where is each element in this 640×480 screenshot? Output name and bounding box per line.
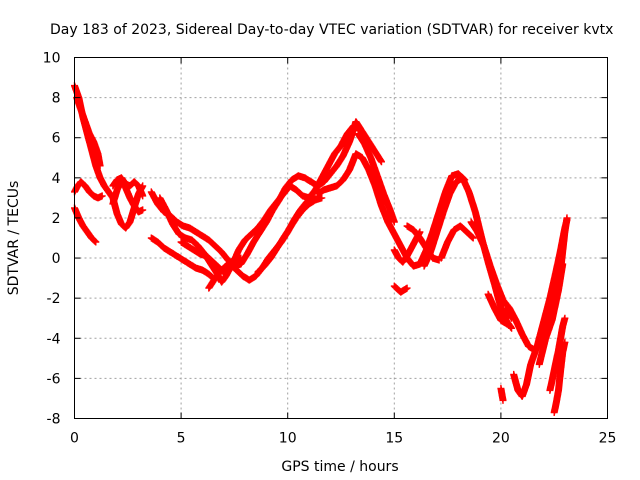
data-point-track	[354, 130, 398, 226]
y-tick-label: -8	[47, 412, 61, 428]
y-tick-label: 4	[52, 171, 61, 187]
data-point-track	[503, 304, 516, 322]
series-sat-z	[535, 260, 567, 368]
data-point-track	[71, 204, 100, 246]
series-sat-t	[437, 222, 477, 262]
data-point-track	[510, 216, 571, 400]
series-sat-i	[147, 234, 217, 282]
series-sat-o	[354, 130, 398, 226]
data-point-track	[390, 282, 411, 296]
data-point-track	[147, 234, 217, 282]
series-sat-d	[71, 204, 100, 246]
data-point-track	[73, 94, 104, 170]
y-tick-label: 10	[43, 51, 61, 67]
x-axis-title: GPS time / hours	[281, 459, 398, 475]
data-points	[71, 82, 571, 416]
y-tick-label: 8	[52, 91, 61, 107]
data-point-track	[535, 260, 567, 368]
y-tick-label: 6	[52, 131, 61, 147]
data-point-track	[314, 150, 469, 270]
data-point-track	[109, 174, 147, 200]
data-point-track	[484, 290, 511, 328]
chart-title: Day 183 of 2023, Sidereal Day-to-day VTE…	[50, 22, 613, 38]
series-sat-ab	[550, 338, 569, 416]
data-point-track	[254, 194, 326, 276]
y-tick-label: 0	[52, 251, 61, 267]
data-point-track	[177, 238, 228, 276]
y-axis-title: SDTVAR / TECUs	[6, 181, 22, 296]
series-sat-f	[109, 174, 147, 200]
series-sat-aa	[546, 314, 569, 394]
x-tick-label: 15	[385, 431, 403, 447]
plot-frame	[74, 57, 608, 419]
x-tick-label: 20	[492, 431, 510, 447]
y-tick-label: -6	[47, 371, 61, 387]
data-point-track	[550, 338, 569, 416]
axis-ticks: 0 5 10 15 20 25 -8 -6 -4 -2 0 2 4 6 8 10	[43, 51, 617, 447]
series-sat-j	[177, 238, 228, 276]
x-tick-label: 10	[279, 431, 297, 447]
y-tick-label: 2	[52, 211, 61, 227]
x-tick-label: 0	[70, 431, 79, 447]
y-tick-label: -2	[47, 291, 61, 307]
x-tick-label: 5	[177, 431, 186, 447]
data-point-track	[546, 314, 569, 394]
x-tick-label: 25	[599, 431, 617, 447]
series-sat-q	[390, 282, 411, 296]
series-sat-v	[484, 290, 511, 328]
data-point-track	[497, 384, 507, 404]
series-sat-y	[510, 216, 571, 400]
series-sat-m	[254, 194, 326, 276]
series-sat-n	[314, 150, 469, 270]
series-sat-x	[497, 384, 507, 404]
y-tick-label: -4	[47, 331, 61, 347]
data-point-track	[437, 222, 477, 262]
series-sat-w	[503, 304, 516, 322]
series-sat-b	[73, 94, 104, 170]
